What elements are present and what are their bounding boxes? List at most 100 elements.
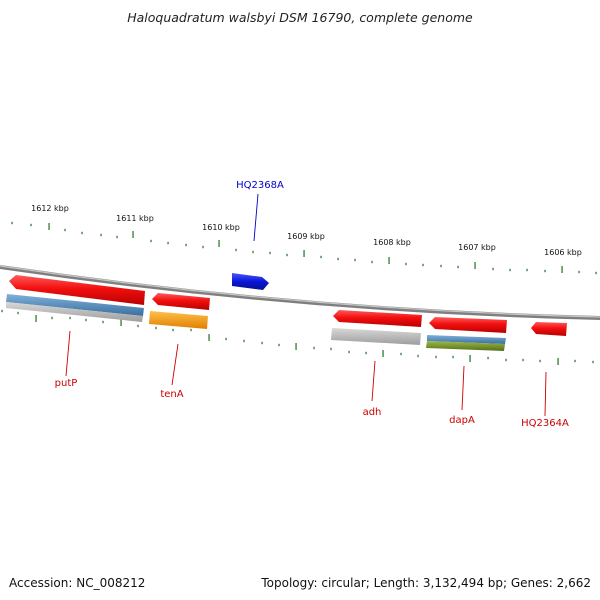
scale-tick	[320, 255, 322, 259]
scale-tick	[388, 257, 390, 264]
scale-label: 1612 kbp	[31, 204, 69, 213]
scale-tick	[81, 231, 83, 235]
gene-label: dapA	[449, 415, 475, 426]
scale-tick	[544, 269, 546, 273]
scale-label: 1609 kbp	[287, 232, 325, 241]
gene-putp: putP	[6, 275, 145, 389]
gene-hq2368a: HQ2368A	[232, 180, 284, 290]
scale-tick	[225, 337, 227, 341]
scale-tick	[487, 356, 489, 360]
scale-tick	[574, 359, 576, 363]
gene-arrow	[333, 310, 422, 327]
scale-tick	[150, 239, 152, 243]
scale-tick	[492, 267, 494, 271]
scale-tick	[252, 250, 254, 254]
scale-tick	[422, 263, 424, 267]
scale-tick	[185, 243, 187, 247]
gene-annotation-bar	[6, 302, 143, 322]
scale-tick	[172, 328, 174, 332]
gene-hq2364a: HQ2364A	[521, 322, 569, 429]
scale-tick	[190, 328, 192, 332]
scale-tick	[561, 266, 563, 273]
scale-tick	[526, 268, 528, 272]
scale-tick	[269, 251, 271, 255]
scale-tick	[69, 316, 71, 320]
scale-tick	[417, 354, 419, 358]
scale-tick	[522, 358, 524, 362]
gene-label: adh	[363, 407, 382, 418]
scale-tick	[64, 228, 66, 232]
scale-tick	[137, 324, 139, 328]
scale-tick	[243, 339, 245, 343]
scale-tick	[30, 223, 32, 227]
gene-annotation-bar	[149, 311, 208, 329]
gene-annotation-bar	[427, 335, 506, 344]
scale-tick	[474, 262, 476, 269]
scale-tick	[278, 343, 280, 347]
gene-label-leader	[253, 193, 259, 242]
gene-label-leader	[371, 360, 376, 402]
genome-title: Haloquadratum walsbyi DSM 16790, complet…	[127, 10, 473, 25]
scale-ruler: 1612 kbp 1611 kbp 1610 kbp 1609 kbp 1608 kbp…	[1, 204, 597, 365]
gene-label: putP	[55, 378, 78, 389]
scale-tick	[295, 343, 297, 350]
scale-tick	[440, 264, 442, 268]
scale-tick	[400, 352, 402, 356]
scale-tick	[167, 241, 169, 245]
accession-label: Accession: NC_008212	[9, 576, 145, 590]
scale-tick	[382, 350, 384, 357]
gene-label-leader	[65, 330, 71, 377]
scale-tick	[578, 270, 580, 274]
scale-tick	[208, 334, 210, 341]
scale-tick	[132, 231, 134, 238]
scale-label: 1608 kbp	[373, 238, 411, 247]
gene-label: HQ2364A	[521, 418, 569, 429]
scale-tick	[218, 240, 220, 247]
scale-tick	[261, 341, 263, 345]
gene-label-leader	[171, 343, 179, 386]
gene-tena: tenA	[149, 293, 210, 400]
scale-tick	[452, 355, 454, 359]
scale-label: 1607 kbp	[458, 243, 496, 252]
scale-tick	[102, 320, 104, 324]
scale-label: 1611 kbp	[116, 214, 154, 223]
scale-tick	[457, 265, 459, 269]
gene-track: putP tenA HQ2368A adh dapA HQ2364A	[6, 180, 569, 429]
scale-tick	[509, 268, 511, 272]
scale-tick	[120, 319, 122, 326]
scale-tick	[202, 245, 204, 249]
scale-tick	[539, 359, 541, 363]
scale-tick	[371, 260, 373, 264]
gene-arrow	[9, 275, 145, 305]
scale-tick	[435, 355, 437, 359]
gene-label-leader	[544, 371, 547, 417]
scale-tick	[354, 258, 356, 262]
gene-arrow	[429, 317, 507, 333]
scale-tick	[405, 262, 407, 266]
gene-dapa: dapA	[426, 317, 507, 426]
gene-adh: adh	[331, 310, 422, 418]
scale-tick	[330, 347, 332, 351]
scale-tick	[155, 326, 157, 330]
scale-tick	[17, 311, 19, 315]
scale-tick	[348, 350, 350, 354]
scale-tick	[313, 346, 315, 350]
scale-tick	[1, 309, 3, 313]
scale-tick	[11, 221, 13, 225]
gene-annotation-bar	[331, 328, 421, 345]
scale-tick	[235, 248, 237, 252]
scale-tick	[100, 233, 102, 237]
scale-label: 1610 kbp	[202, 223, 240, 232]
scale-tick	[85, 318, 87, 322]
genome-backbone	[0, 265, 600, 320]
scale-tick	[365, 351, 367, 355]
scale-tick	[469, 355, 471, 362]
scale-tick	[592, 360, 594, 364]
gene-annotation-bar	[426, 341, 505, 351]
scale-tick	[286, 253, 288, 257]
scale-tick	[51, 316, 53, 320]
gene-label: HQ2368A	[236, 180, 284, 191]
gene-arrow	[232, 273, 269, 290]
gene-arrow	[531, 322, 567, 336]
